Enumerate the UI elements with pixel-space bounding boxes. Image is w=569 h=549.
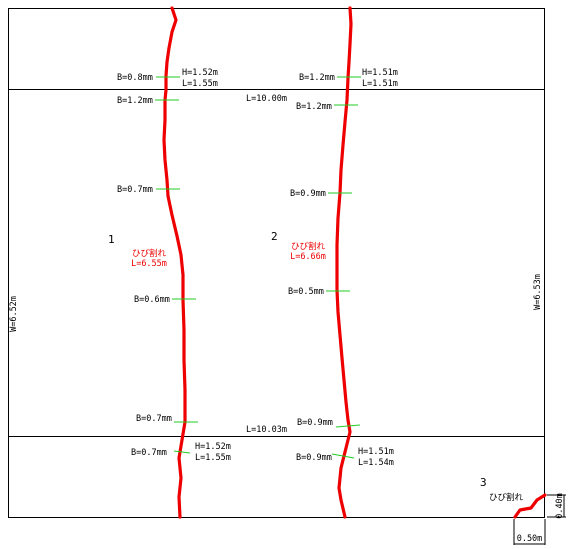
- c3-number: 3: [480, 476, 487, 489]
- c1-bottom-length: L=1.55m: [195, 453, 231, 463]
- c2-top-height: H=1.51m: [362, 68, 398, 78]
- bottom-length-label: L=10.03m: [246, 425, 287, 435]
- crack-1-labels: B=0.8mm H=1.52m L=1.55m B=1.2mm B=0.7mm …: [108, 68, 231, 463]
- c1-bottom-width: B=0.7mm: [131, 448, 167, 458]
- c2-bottom-tick: [331, 453, 355, 459]
- c2-bottom-height: H=1.51m: [358, 447, 394, 457]
- top-length-label: L=10.00m: [246, 94, 287, 104]
- c2-number: 2: [271, 230, 278, 243]
- c2-name: ひび割れ: [291, 241, 326, 252]
- c2-width-2: B=0.9mm: [290, 189, 326, 199]
- crack-3-labels: 3 ひび割れ 0.50m 0.40m: [480, 476, 565, 544]
- c1-width-4: B=0.7mm: [136, 414, 172, 424]
- c3-name: ひび割れ: [489, 492, 524, 503]
- c1-number: 1: [108, 233, 115, 246]
- c1-top-length: L=1.55m: [182, 79, 218, 89]
- crack-3-line: [513, 493, 547, 519]
- c1-width-2: B=0.7mm: [117, 185, 153, 195]
- c2-width-4: B=0.9mm: [297, 418, 333, 428]
- c2-top-length: L=1.51m: [362, 79, 398, 89]
- crack-lines: [162, 6, 547, 519]
- c1-bottom-tick: [173, 450, 191, 454]
- c2-width-3: B=0.5mm: [288, 287, 324, 297]
- c1-name: ひび割れ: [132, 248, 167, 259]
- c1-top-width: B=0.8mm: [117, 73, 153, 83]
- c1-width-1: B=1.2mm: [117, 96, 153, 106]
- c2-bottom-length: L=1.54m: [358, 458, 394, 468]
- crack-3-dimensions: [513, 494, 566, 545]
- crack-2-line: [335, 6, 353, 519]
- c2-bottom-width: B=0.9mm: [296, 453, 332, 463]
- panel-outline: [8, 8, 545, 518]
- c1-top-height: H=1.52m: [182, 68, 218, 78]
- c3-dim-horizontal: 0.50m: [517, 534, 543, 544]
- c1-width-3: B=0.6mm: [134, 295, 170, 305]
- right-height-label: W=6.53m: [533, 274, 543, 310]
- c1-bottom-height: H=1.52m: [195, 442, 231, 452]
- c2-top-width: B=1.2mm: [299, 73, 335, 83]
- dimension-labels: W=6.52m W=6.53m L=10.00m L=10.03m: [9, 94, 543, 435]
- left-height-label: W=6.52m: [9, 296, 19, 332]
- crack-1-line: [162, 6, 187, 519]
- crack-2-labels: B=1.2mm H=1.51m L=1.51m B=1.2mm B=0.9mm …: [271, 68, 398, 468]
- c2-length: L=6.66m: [290, 252, 326, 262]
- panel-border: [8, 8, 545, 518]
- width-ticks: [155, 76, 361, 459]
- c3-dim-vertical: 0.40m: [555, 493, 565, 519]
- c2-width-1: B=1.2mm: [296, 102, 332, 112]
- c2-tick-4: [335, 424, 361, 428]
- c1-length: L=6.55m: [131, 259, 167, 269]
